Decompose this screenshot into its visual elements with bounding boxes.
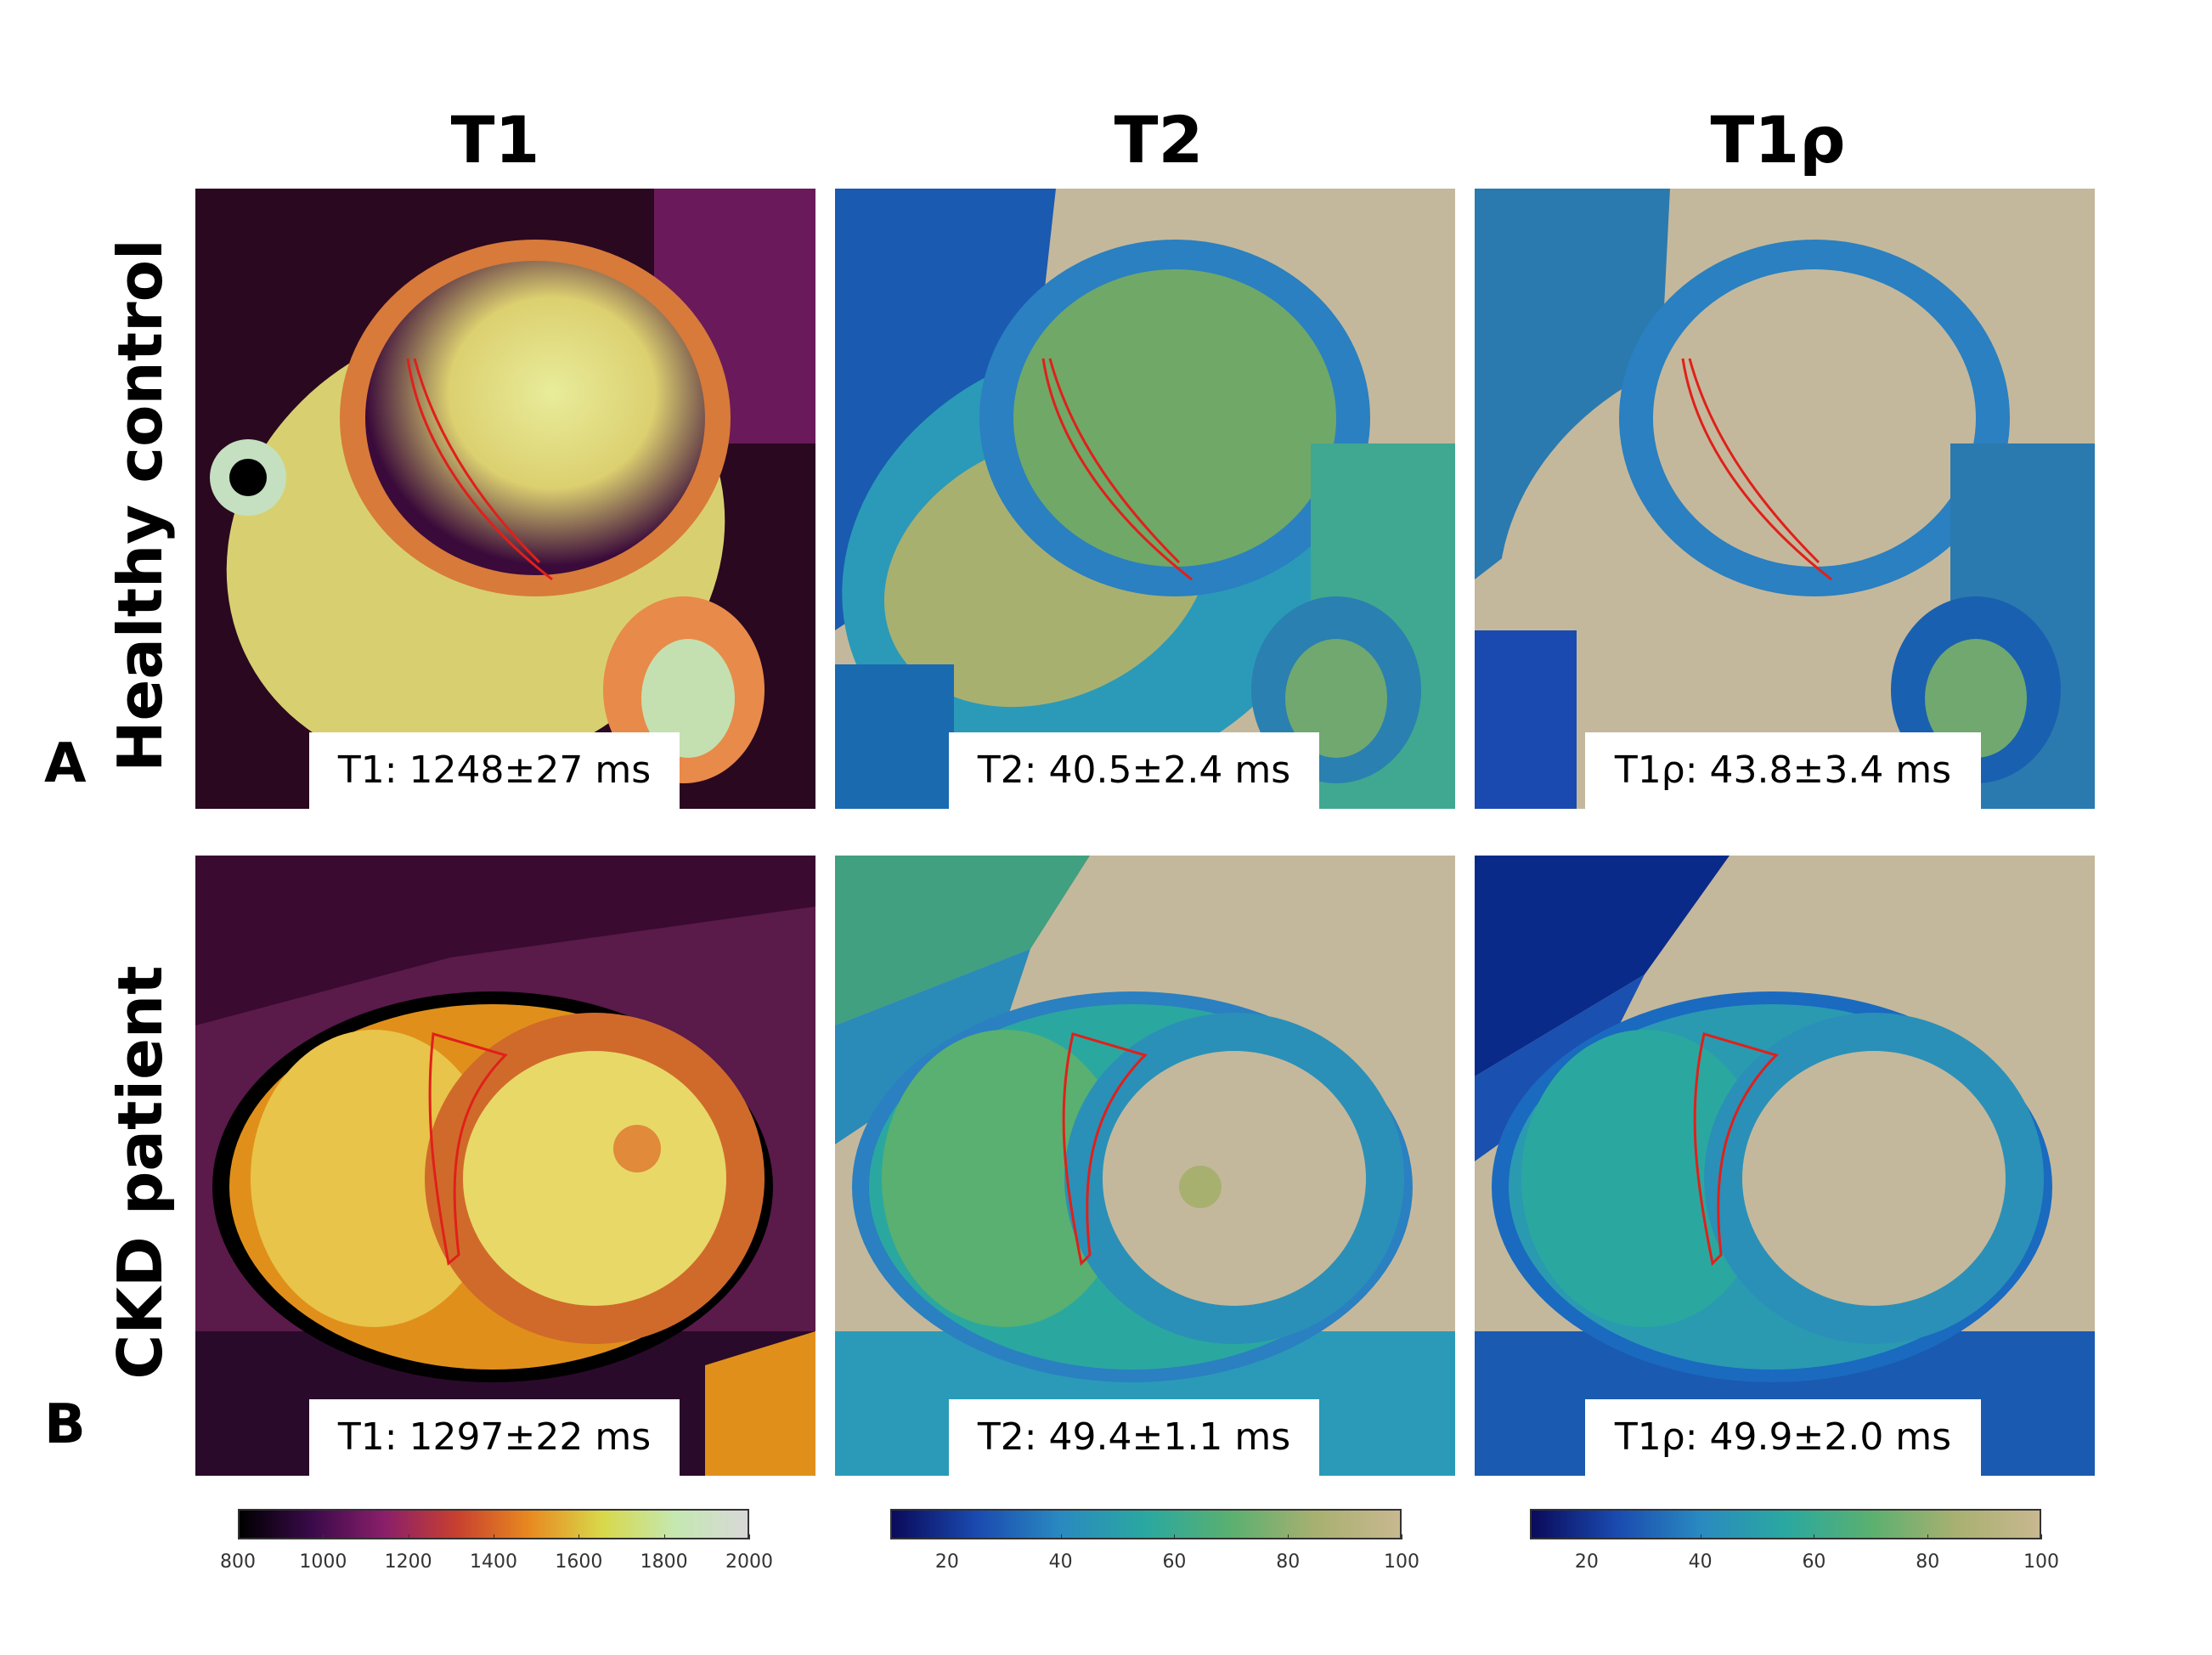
t1rho-map-healthy-image bbox=[1475, 189, 2095, 809]
panel-letter-a: A bbox=[44, 732, 87, 795]
colorbar-t1-tick-mark bbox=[749, 1534, 750, 1539]
colorbar-t1-tick-label: 800 bbox=[220, 1551, 256, 1573]
colorbar-t1rho-tick-label: 20 bbox=[1574, 1551, 1599, 1573]
colorbar-t1-tick-label: 1400 bbox=[470, 1551, 517, 1573]
t1rho-map-ckd-image bbox=[1475, 856, 2095, 1476]
t1-map-ckd-image bbox=[195, 856, 815, 1476]
colorbar-t2-tick-label: 40 bbox=[1048, 1551, 1073, 1573]
value-box-healthy-t1: T1: 1248±27 ms bbox=[309, 732, 680, 809]
colorbar-t2-tick-mark bbox=[946, 1534, 948, 1539]
colorbar-t2-tick-mark bbox=[1288, 1534, 1289, 1539]
colorbar-t1rho-tick-mark bbox=[2041, 1534, 2042, 1539]
panel-a-t1: T1: 1248±27 ms bbox=[195, 189, 815, 809]
colorbar-t2 bbox=[890, 1509, 1402, 1539]
panel-b-t2: T2: 49.4±1.1 ms bbox=[835, 856, 1455, 1476]
t1-map-healthy-image bbox=[195, 189, 815, 809]
colorbar-t1-tick-mark bbox=[238, 1534, 239, 1539]
colorbar-t1rho bbox=[1530, 1509, 2041, 1539]
value-box-healthy-t2: T2: 40.5±2.4 ms bbox=[949, 732, 1319, 809]
column-title-t1: T1 bbox=[450, 102, 540, 178]
t2-map-healthy-image bbox=[835, 189, 1455, 809]
colorbar-t1-tick-label: 1600 bbox=[555, 1551, 603, 1573]
colorbar-t2-tick-label: 80 bbox=[1276, 1551, 1301, 1573]
row-label-healthy-control: Healthy control bbox=[104, 239, 176, 772]
panel-a-t1rho: T1ρ: 43.8±3.4 ms bbox=[1475, 189, 2095, 809]
colorbar-t1-tick-label: 1800 bbox=[640, 1551, 688, 1573]
value-box-ckd-t2: T2: 49.4±1.1 ms bbox=[949, 1399, 1319, 1476]
colorbar-t1-tick-mark bbox=[578, 1534, 580, 1539]
colorbar-t1rho-tick-mark bbox=[1927, 1534, 1929, 1539]
colorbar-t2-tick-label: 20 bbox=[934, 1551, 959, 1573]
colorbar-t1rho-tick-label: 100 bbox=[2023, 1551, 2059, 1573]
colorbar-t1rho-tick-label: 40 bbox=[1688, 1551, 1713, 1573]
colorbar-t1-tick-label: 2000 bbox=[725, 1551, 773, 1573]
panel-b-t1: T1: 1297±22 ms bbox=[195, 856, 815, 1476]
colorbar-t1-tick-label: 1200 bbox=[384, 1551, 432, 1573]
column-title-t2: T2 bbox=[1114, 102, 1204, 178]
column-title-t1rho: T1ρ bbox=[1710, 102, 1846, 178]
colorbar-t1-tick-mark bbox=[663, 1534, 665, 1539]
value-box-ckd-t1: T1: 1297±22 ms bbox=[309, 1399, 680, 1476]
value-box-healthy-t1rho: T1ρ: 43.8±3.4 ms bbox=[1585, 732, 1981, 809]
colorbar-t2-tick-label: 60 bbox=[1162, 1551, 1187, 1573]
panel-b-t1rho: T1ρ: 49.9±2.0 ms bbox=[1475, 856, 2095, 1476]
panel-a-t2: T2: 40.5±2.4 ms bbox=[835, 189, 1455, 809]
colorbar-t1rho-tick-mark bbox=[1586, 1534, 1588, 1539]
colorbar-t1rho-tick-label: 80 bbox=[1916, 1551, 1940, 1573]
panel-letter-b: B bbox=[44, 1393, 86, 1456]
colorbar-t2-tick-mark bbox=[1060, 1534, 1062, 1539]
colorbar-t2-tick-mark bbox=[1174, 1534, 1176, 1539]
colorbar-t2-tick-label: 100 bbox=[1384, 1551, 1419, 1573]
t2-map-ckd-image bbox=[835, 856, 1455, 1476]
colorbar-t1-tick-label: 1000 bbox=[299, 1551, 347, 1573]
colorbar-t1rho-tick-label: 60 bbox=[1802, 1551, 1826, 1573]
row-label-ckd-patient: CKD patient bbox=[104, 965, 176, 1380]
value-box-ckd-t1rho: T1ρ: 49.9±2.0 ms bbox=[1585, 1399, 1981, 1476]
colorbar-t1-tick-mark bbox=[323, 1534, 324, 1539]
